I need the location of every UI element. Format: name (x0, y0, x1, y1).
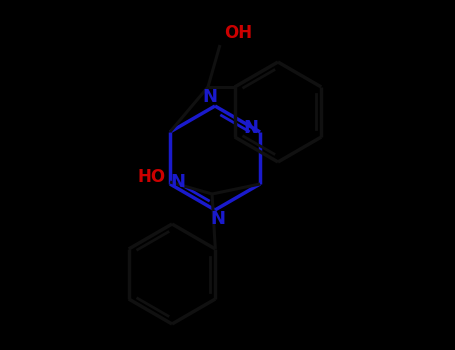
Text: N: N (211, 210, 226, 228)
Text: HO: HO (138, 168, 166, 186)
Text: N: N (243, 119, 258, 137)
Text: OH: OH (224, 24, 252, 42)
Text: N: N (202, 88, 217, 106)
Text: N: N (171, 173, 186, 191)
